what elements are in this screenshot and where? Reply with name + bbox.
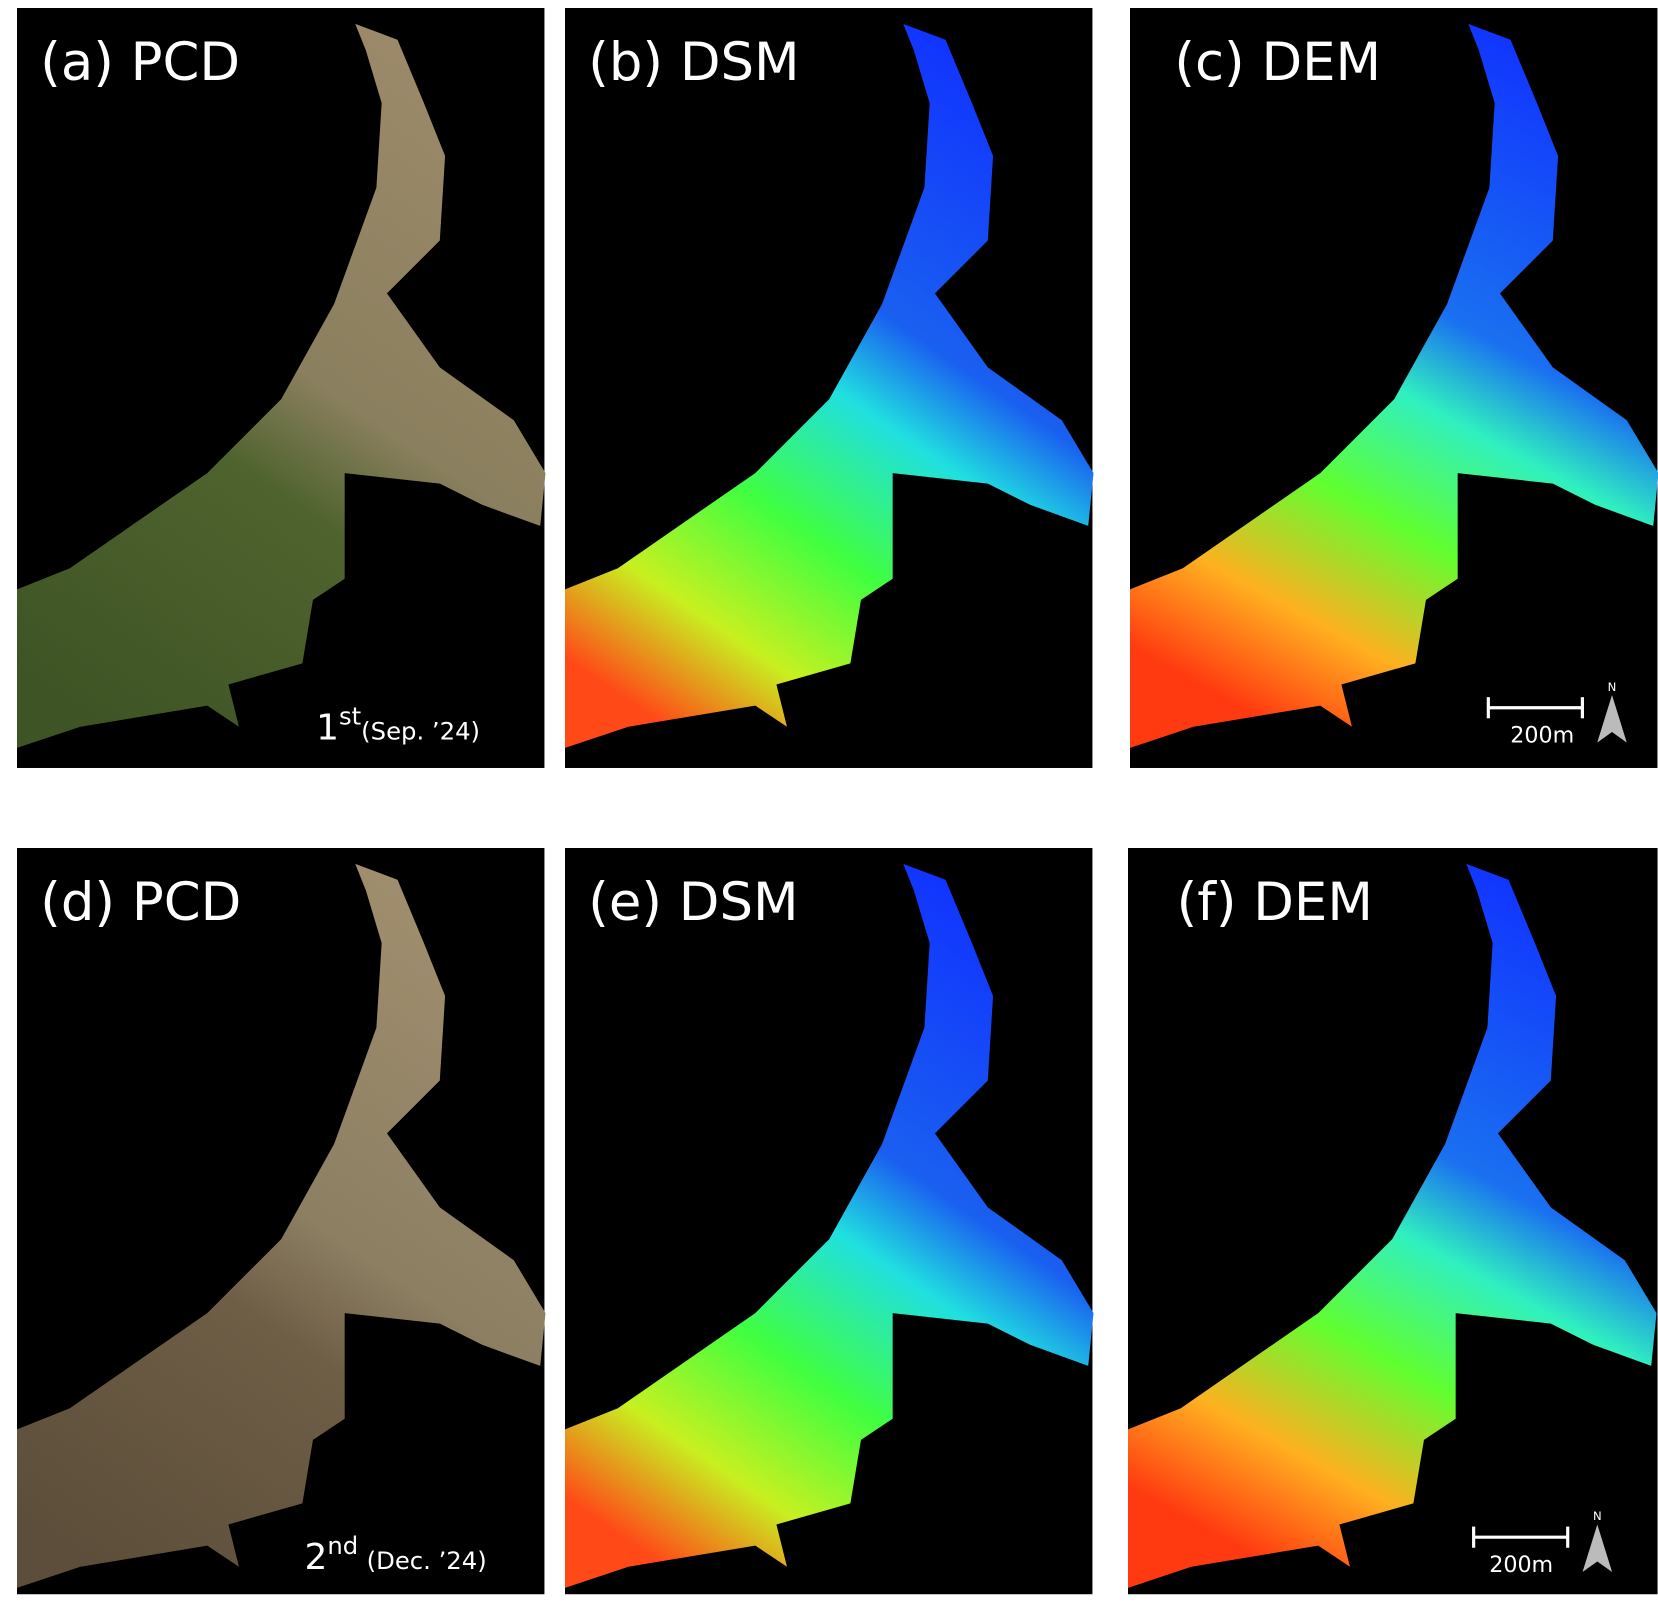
scale-label: 200m [1510,723,1574,749]
date-label: 2nd(Dec. ’24) [305,1531,487,1578]
north-label: N [1593,1509,1602,1523]
north-label: N [1608,680,1617,694]
panel-c: (c) DEM 200m N [1130,8,1658,768]
panel-b: (b) DSM [565,8,1094,768]
panel-e: (e) DSM [565,848,1094,1595]
panel-label: (b) DSM [588,32,799,93]
panel-f: (f) DEM 200m N [1128,848,1658,1595]
panel-label: (a) PCD [40,32,240,93]
panel-label: (f) DEM [1177,872,1373,933]
scale-label: 200m [1489,1552,1553,1578]
panel-label: (d) PCD [40,872,241,933]
panel-label: (c) DEM [1174,32,1381,93]
date-label: 1st(Sep. ’24) [316,702,480,749]
panel-a: (a) PCD 1st(Sep. ’24) [17,8,546,768]
panel-label: (e) DSM [588,872,798,933]
panel-d: (d) PCD 2nd(Dec. ’24) [17,848,546,1595]
